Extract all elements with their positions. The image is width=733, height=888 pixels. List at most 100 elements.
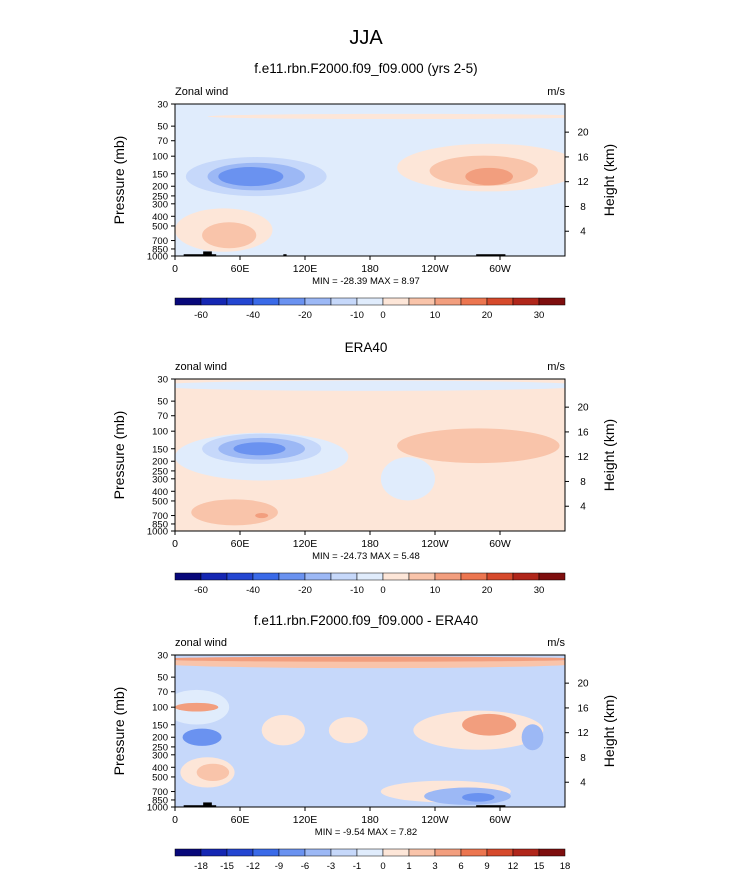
contour-region [255,512,269,519]
x-tick-label: 180 [361,263,379,275]
height-tick-label: 4 [580,502,586,513]
units-label: m/s [547,637,565,649]
contour-region [175,702,219,712]
colorbar-label: 9 [484,861,489,872]
y-tick-label: 850 [152,795,168,806]
x-tick-label: 60W [489,538,511,550]
colorbar-swatch [252,297,280,306]
left-label: zonal wind [175,361,227,373]
contour-field [175,655,565,807]
height-tick-label: 16 [577,152,589,163]
contour-field [175,104,565,256]
colorbar-label: -40 [246,310,260,321]
colorbar-swatch [226,848,254,857]
colorbar-label: 18 [560,861,571,872]
x-tick-label: 120W [421,538,449,550]
colorbar-swatch [512,297,540,306]
contour-region [380,457,435,501]
colorbar-swatch [200,848,228,857]
y-axis-title: Pressure (mb) [111,411,127,500]
colorbar-swatch [174,848,202,857]
y-tick-label: 700 [152,787,168,798]
height-tick-label: 16 [577,427,589,438]
colorbar-label: 1 [406,861,411,872]
units-label: m/s [547,86,565,98]
left-label: Zonal wind [175,86,228,98]
colorbar-swatch [226,572,254,581]
y-tick-label: 250 [152,742,168,753]
y-tick-label: 1000 [147,252,168,263]
colorbar-label: 15 [534,861,545,872]
y-tick-label: 500 [152,221,168,232]
height-tick-label: 4 [580,778,586,789]
colorbar-swatch [330,572,358,581]
colorbar-label: 12 [508,861,519,872]
y-axis-title-right: Height (km) [601,144,617,216]
colorbar-label: -10 [350,585,364,596]
contour-region [175,380,565,391]
x-tick-label: 120E [293,814,318,826]
contour-region [397,428,560,464]
y-tick-label: 30 [157,651,168,662]
contour-region [218,167,284,187]
height-tick-label: 8 [580,477,586,488]
y-tick-label: 300 [152,474,168,485]
y-tick-label: 200 [152,733,168,744]
y-axis-title: Pressure (mb) [111,687,127,776]
x-tick-label: 60E [231,814,250,826]
y-tick-label: 400 [152,487,168,498]
colorbar-label: 6 [458,861,463,872]
height-tick-label: 20 [577,128,589,139]
contour-region [462,792,495,802]
y-tick-label: 150 [152,444,168,455]
height-tick-label: 16 [577,703,589,714]
x-tick-label: 180 [361,814,379,826]
height-tick-label: 8 [580,202,586,213]
y-tick-label: 100 [152,152,168,163]
y-tick-label: 1000 [147,803,168,814]
y-axis-title-right: Height (km) [601,419,617,491]
topography-mask [183,254,217,256]
colorbar-swatch [512,848,540,857]
y-tick-label: 50 [157,122,168,133]
colorbar: -18 -15 -12 -9 -6 -3 -1 0 1 3 6 9 12 15 18 [174,848,571,872]
colorbar-label: -12 [246,861,260,872]
x-tick-label: 120W [421,263,449,275]
y-tick-label: 850 [152,519,168,530]
y-tick-label: 30 [157,100,168,111]
colorbar-swatch [382,848,410,857]
contour-region [233,442,286,456]
min-max-stats: MIN = -24.73 MAX = 5.48 [312,551,420,562]
panel-1: f.e11.rbn.F2000.f09_f09.000 (yrs 2-5) Zon… [111,61,617,321]
panel-2: ERA40 zonal wind m/s 0 60E 120E 180 120W 60W 30 50… [111,340,617,596]
x-tick-label: 0 [172,263,178,275]
y-tick-label: 100 [152,703,168,714]
y-tick-label: 300 [152,199,168,210]
colorbar-swatch [408,572,436,581]
colorbar-swatch [408,848,436,857]
colorbar-swatch [382,572,410,581]
contour-region [196,763,230,782]
colorbar-swatch [356,848,384,857]
topography-mask [476,254,506,256]
y-tick-label: 50 [157,397,168,408]
colorbar-swatch [330,297,358,306]
colorbar: -60 -40 -20 -10 0 10 20 30 [174,297,566,321]
colorbar-swatch [460,848,488,857]
x-tick-label: 180 [361,538,379,550]
colorbar-swatch [252,572,280,581]
colorbar-swatch [174,572,202,581]
y-tick-label: 30 [157,375,168,386]
min-max-stats: MIN = -28.39 MAX = 8.97 [312,276,420,287]
colorbar-swatch [304,297,332,306]
height-tick-label: 20 [577,679,589,690]
height-tick-label: 12 [577,728,589,739]
colorbar-label: 3 [432,861,437,872]
colorbar-label: 0 [380,861,385,872]
colorbar-label: -20 [298,310,312,321]
contour-region [207,113,565,120]
colorbar-label: -15 [220,861,234,872]
colorbar-label: 0 [380,310,385,321]
x-tick-label: 120E [293,263,318,275]
colorbar-swatch [330,848,358,857]
